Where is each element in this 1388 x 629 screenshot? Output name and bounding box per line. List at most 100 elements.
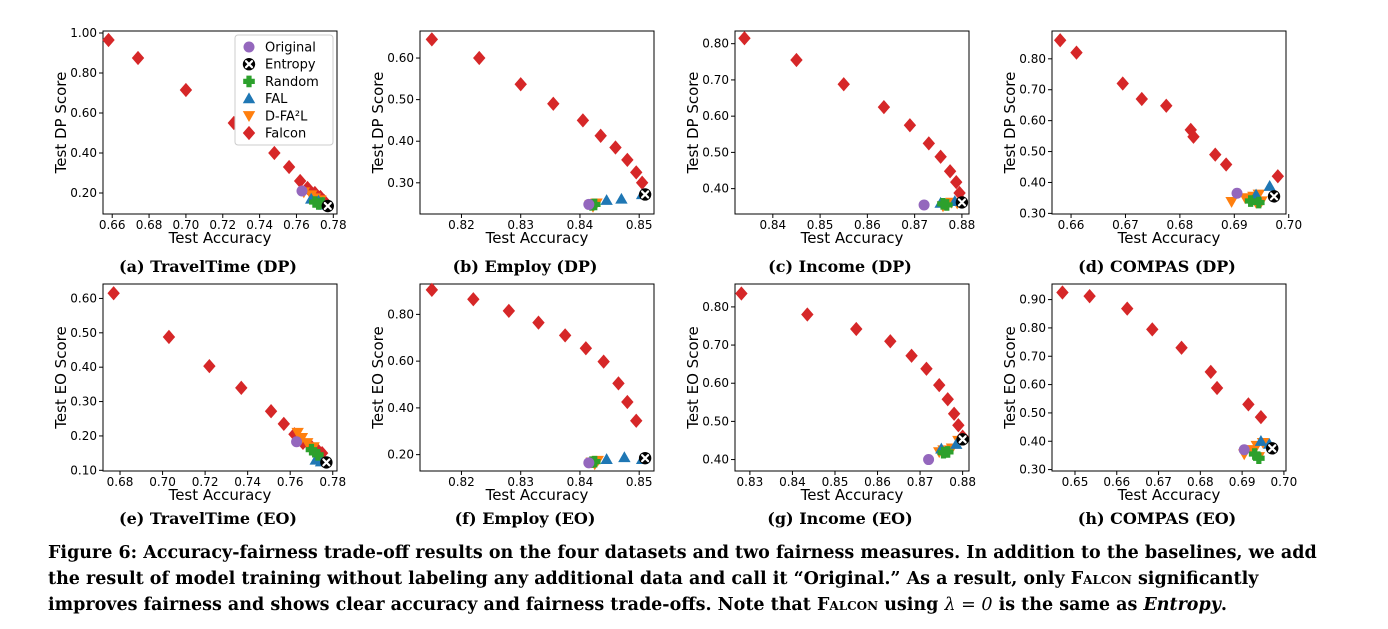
x-tick-label: 0.87 [907, 475, 934, 489]
legend-label-entropy: Entropy [265, 58, 316, 73]
caption-falcon-2: Falcon [816, 595, 879, 615]
point-falcon [630, 165, 643, 180]
y-tick-label: 0.70 [1019, 349, 1046, 363]
point-falcon [1209, 147, 1222, 162]
point-falcon [905, 348, 918, 363]
point-falcon [621, 394, 634, 410]
point-falcon [934, 149, 947, 164]
y-tick-label: 0.20 [387, 448, 414, 462]
subplot-title: (b) Employ (DP) [453, 257, 598, 276]
x-tick-label: 0.74 [246, 218, 273, 232]
x-axis-label: Test Accuracy [1117, 486, 1221, 504]
point-entropy [320, 456, 333, 469]
x-tick-label: 0.84 [567, 218, 594, 232]
point-falcon [1187, 129, 1200, 144]
point-falcon [801, 307, 814, 322]
point-random [316, 197, 329, 209]
caption-period: . [1220, 595, 1227, 615]
point-falcon [947, 406, 961, 421]
x-tick-label: 0.76 [283, 218, 310, 232]
y-tick-label: 0.50 [70, 326, 97, 340]
y-tick-label: 0.30 [387, 176, 414, 190]
legend-label-fal: FAL [265, 92, 288, 107]
y-tick-label: 0.50 [1019, 145, 1046, 159]
x-axis-label: Test Accuracy [1117, 229, 1221, 247]
point-falcon [425, 32, 439, 47]
point-original [1238, 444, 1250, 456]
point-falcon [467, 292, 480, 307]
y-axis-label: Test DP Score [1001, 72, 1019, 175]
legend: Original Entropy Random FAL D-FA²L Falcon [234, 34, 334, 146]
point-d-fa-l [301, 438, 314, 450]
y-tick-label: 0.80 [387, 307, 414, 321]
point-falcon [514, 77, 527, 92]
point-original [291, 436, 303, 448]
point-falcon [903, 118, 917, 133]
x-tick-label: 0.69 [1221, 218, 1248, 232]
x-tick-label: 0.85 [626, 475, 653, 489]
point-falcon [1116, 76, 1129, 91]
point-falcon [837, 77, 850, 92]
point-falcon [920, 361, 933, 376]
caption-using: using [878, 595, 945, 615]
x-tick-label: 0.82 [448, 218, 475, 232]
y-tick-label: 0.60 [1019, 378, 1046, 392]
point-entropy [1266, 442, 1279, 455]
y-tick-label: 0.80 [702, 37, 729, 51]
point-falcon [621, 152, 634, 168]
subplot-title: (h) COMPAS (EO) [1078, 509, 1236, 528]
point-entropy [638, 188, 652, 201]
x-tick-label: 0.66 [99, 218, 126, 232]
point-falcon [102, 32, 115, 48]
point-random [1248, 448, 1261, 460]
point-random [588, 198, 601, 211]
legend-marker-random [243, 75, 255, 88]
point-falcon [268, 145, 281, 161]
point-original [923, 454, 935, 466]
y-axis-label: Test DP Score [684, 72, 702, 175]
x-axis-label: Test Accuracy [485, 486, 589, 504]
x-tick-label: 0.66 [1058, 218, 1085, 232]
x-tick-label: 0.85 [822, 475, 849, 489]
y-tick-label: 0.60 [387, 51, 414, 65]
x-axis-label: Test Accuracy [168, 486, 272, 504]
point-falcon [735, 286, 748, 301]
x-tick-label: 0.88 [949, 218, 976, 232]
x-tick-label: 0.67 [1112, 218, 1139, 232]
point-falcon [277, 416, 291, 432]
x-tick-label: 0.85 [626, 218, 653, 232]
point-falcon [1121, 301, 1134, 316]
x-tick-label: 0.70 [149, 475, 176, 489]
point-falcon [425, 282, 439, 297]
x-tick-label: 0.86 [864, 475, 891, 489]
x-tick-label: 0.84 [567, 475, 594, 489]
y-tick-label: 0.30 [1019, 206, 1046, 220]
point-falcon [131, 50, 145, 66]
x-tick-label: 0.65 [1062, 475, 1089, 489]
y-tick-label: 0.40 [70, 360, 97, 374]
x-tick-label: 0.70 [1275, 218, 1302, 232]
point-fal [600, 453, 613, 464]
legend-label-random: Random [265, 75, 319, 90]
point-entropy [955, 196, 969, 209]
legend-label-falcon: Falcon [265, 127, 306, 142]
point-falcon [635, 175, 649, 190]
plot-frame [102, 283, 338, 472]
x-tick-label: 0.83 [507, 218, 534, 232]
x-tick-label: 0.84 [779, 475, 806, 489]
point-falcon [293, 173, 307, 189]
point-falcon [1219, 157, 1233, 172]
point-falcon [850, 321, 863, 337]
x-tick-label: 0.72 [192, 475, 219, 489]
y-tick-label: 0.50 [702, 145, 729, 159]
legend-marker-d-fa-l [242, 111, 256, 122]
point-falcon [1146, 322, 1159, 337]
plot-frame [419, 283, 655, 472]
x-tick-label: 0.66 [1103, 475, 1130, 489]
x-tick-label: 0.68 [107, 475, 134, 489]
legend-marker-entropy [242, 57, 256, 71]
legend-marker-original [243, 41, 255, 53]
y-tick-label: 0.80 [1019, 321, 1046, 335]
y-axis-label: Test DP Score [369, 72, 387, 175]
point-fal [950, 438, 963, 449]
